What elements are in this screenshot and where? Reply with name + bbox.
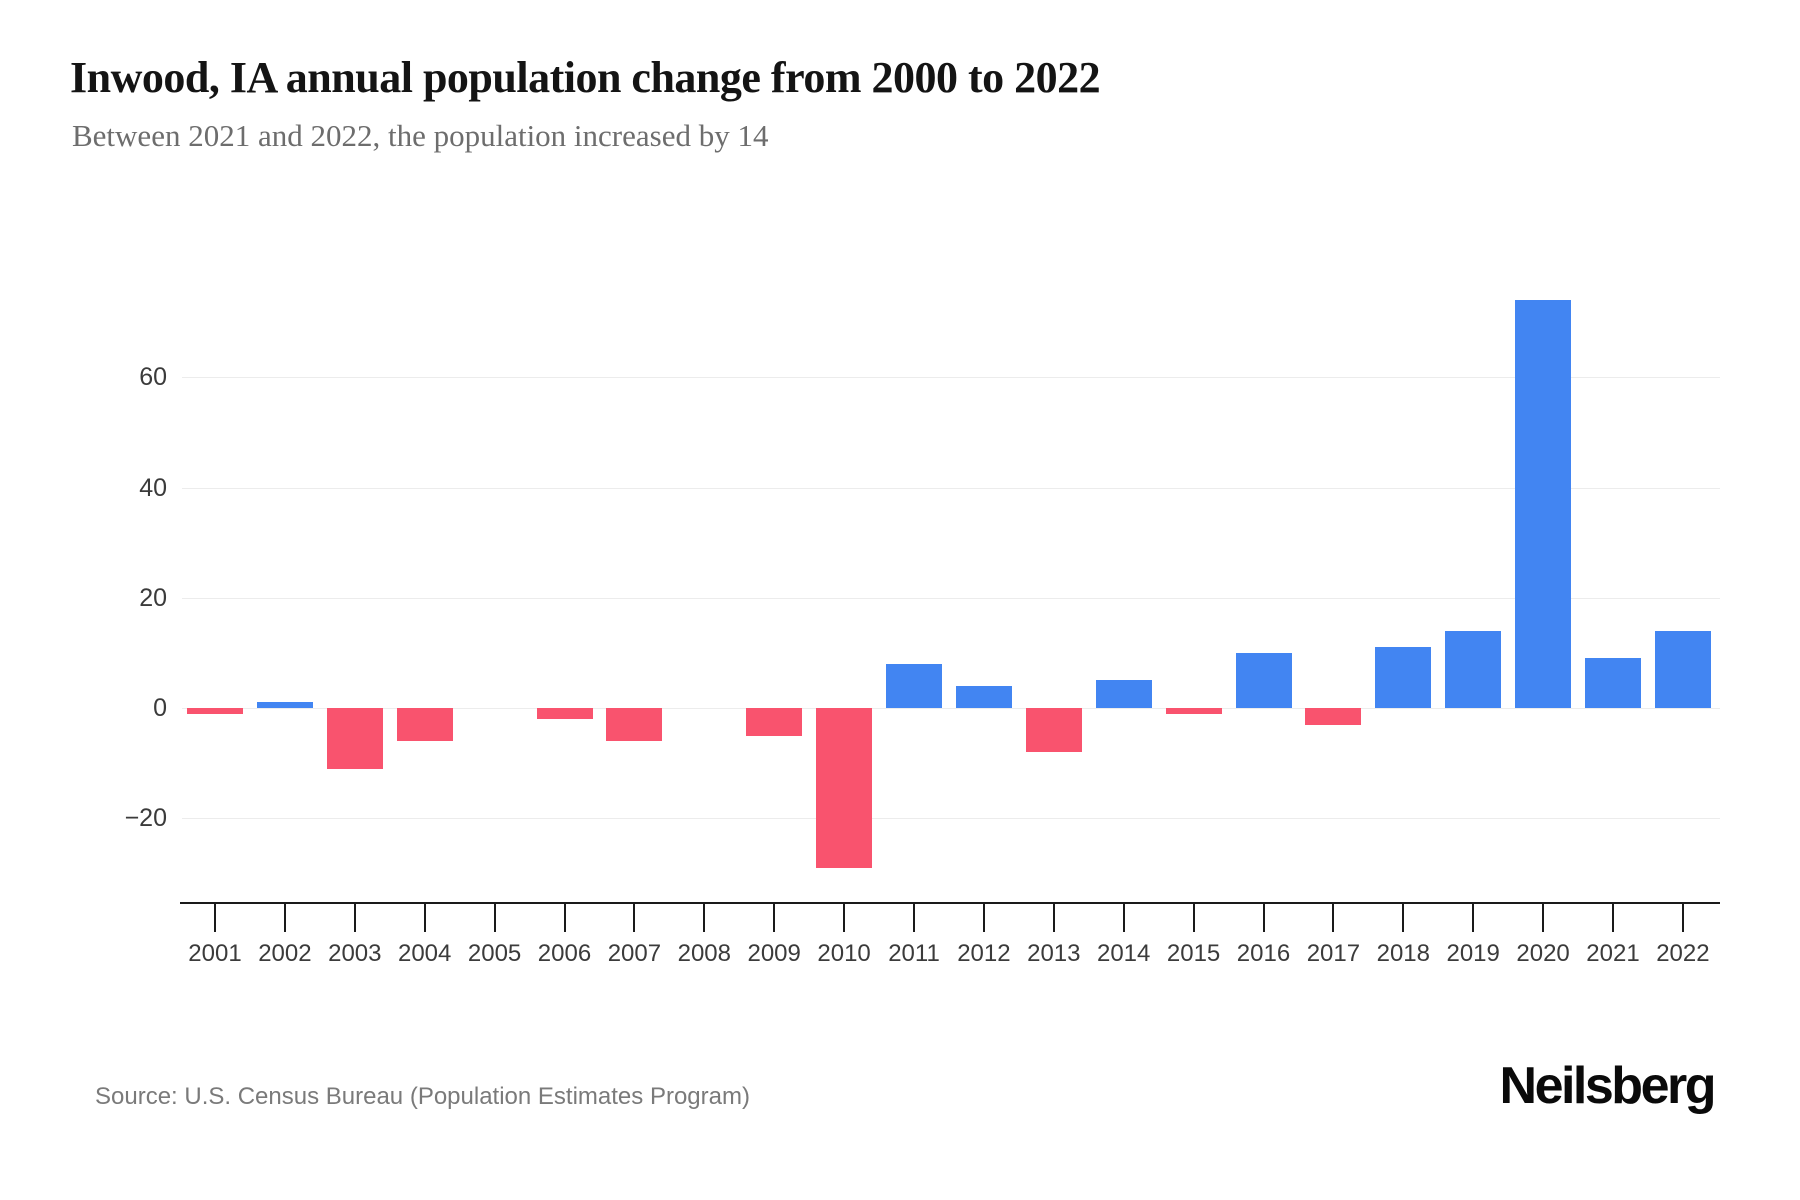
- x-axis-tick-2004: [423, 904, 426, 932]
- y-axis-tick-label: 40: [139, 473, 167, 502]
- y-axis-tick-label: 60: [139, 363, 167, 392]
- x-axis-tick-label-2015: 2015: [1166, 940, 1221, 967]
- x-axis-tick-label-2022: 2022: [1656, 940, 1710, 967]
- x-axis-tick-2009: [773, 904, 776, 932]
- x-axis-tick-2005: [493, 904, 496, 932]
- chart-subtitle: Between 2021 and 2022, the population in…: [72, 118, 769, 153]
- x-axis-tick-label-2021: 2021: [1586, 940, 1640, 967]
- x-axis-tick-label-2014: 2014: [1096, 940, 1151, 967]
- x-axis-tick-2007: [633, 904, 636, 932]
- x-axis-tick-label-2002: 2002: [258, 940, 312, 967]
- bar-2015: [1165, 708, 1222, 714]
- chart-title: Inwood, IA annual population change from…: [70, 53, 1101, 102]
- y-gridline--20: [182, 818, 1720, 820]
- x-axis-line: [180, 902, 1720, 904]
- x-axis-tick-2018: [1402, 904, 1405, 932]
- x-axis-tick-label-2001: 2001: [188, 940, 242, 967]
- source-attribution: Source: U.S. Census Bureau (Population E…: [95, 1083, 750, 1110]
- x-axis-tick-2020: [1542, 904, 1545, 932]
- x-axis-tick-2013: [1052, 904, 1055, 932]
- x-axis-tick-2002: [283, 904, 286, 932]
- bar-2014: [1095, 680, 1152, 708]
- x-axis-tick-label-2019: 2019: [1446, 940, 1500, 967]
- y-gridline-40: [182, 487, 1720, 489]
- x-axis-tick-2001: [214, 904, 216, 932]
- bar-2006: [536, 708, 593, 720]
- x-axis-tick-label-2006: 2006: [537, 940, 592, 967]
- x-axis-tick-label-2003: 2003: [328, 940, 382, 967]
- y-gridline-0: [182, 708, 1720, 709]
- x-axis-tick-2015: [1192, 904, 1195, 932]
- neilsberg-logo: Neilsberg: [1499, 1057, 1717, 1115]
- x-axis-tick-label-2005: 2005: [467, 940, 522, 967]
- bar-2013: [1025, 708, 1082, 753]
- x-axis-tick-2022: [1681, 904, 1684, 932]
- x-axis-tick-label-2004: 2004: [397, 940, 452, 967]
- x-axis-tick-label-2017: 2017: [1306, 940, 1361, 967]
- x-axis-tick-2010: [843, 904, 846, 932]
- bar-2021: [1585, 658, 1641, 708]
- x-axis-tick-label-2009: 2009: [747, 940, 801, 967]
- bar-2016: [1235, 652, 1292, 708]
- x-axis-tick-label-2008: 2008: [677, 940, 731, 967]
- bar-2003: [326, 708, 383, 769]
- x-axis-tick-label-2012: 2012: [957, 940, 1011, 967]
- x-axis-tick-2006: [563, 904, 566, 932]
- bar-2001: [187, 708, 243, 714]
- x-axis-tick-label-2018: 2018: [1376, 940, 1430, 967]
- x-axis-tick-label-2007: 2007: [607, 940, 662, 967]
- x-axis-tick-label-2011: 2011: [888, 940, 940, 967]
- x-axis-tick-label-2016: 2016: [1236, 940, 1291, 967]
- bar-2004: [396, 708, 453, 742]
- x-axis-tick-label-2013: 2013: [1027, 940, 1081, 967]
- y-gridline-20: [182, 597, 1720, 599]
- bar-2019: [1445, 630, 1502, 708]
- bar-2010: [816, 708, 873, 868]
- x-axis-tick-2012: [982, 904, 985, 932]
- x-axis-tick-2011: [913, 904, 915, 932]
- bar-2007: [606, 708, 663, 742]
- y-axis-tick-label: 20: [139, 583, 167, 612]
- bar-2002: [256, 702, 313, 708]
- bar-2011: [886, 663, 942, 708]
- bar-2012: [955, 685, 1012, 708]
- x-axis-tick-2003: [353, 904, 356, 932]
- bar-2009: [746, 708, 803, 736]
- x-axis-tick-2019: [1472, 904, 1475, 932]
- x-axis-tick-2014: [1122, 904, 1125, 932]
- bar-2022: [1654, 630, 1711, 708]
- y-axis-tick-label: 0: [153, 694, 167, 722]
- x-axis-tick-2017: [1332, 904, 1335, 932]
- bar-2017: [1305, 708, 1362, 725]
- x-axis-tick-2021: [1612, 904, 1614, 932]
- y-axis-tick-label: −20: [124, 804, 167, 833]
- bar-2020: [1515, 300, 1572, 708]
- x-axis-tick-label-2020: 2020: [1516, 940, 1570, 967]
- y-gridline-60: [182, 377, 1720, 379]
- x-axis-tick-2008: [703, 904, 706, 932]
- x-axis-tick-2016: [1262, 904, 1265, 932]
- bar-2018: [1375, 647, 1432, 708]
- x-axis-tick-label-2010: 2010: [817, 940, 871, 967]
